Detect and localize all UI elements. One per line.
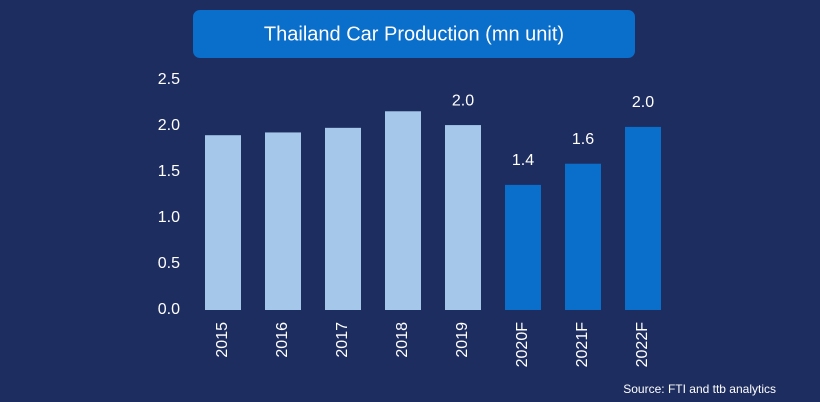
bar (205, 135, 241, 310)
x-tick-label: 2022F (634, 322, 651, 368)
y-tick-label: 2.0 (158, 117, 180, 134)
bar (265, 132, 301, 310)
x-tick-label: 2020F (514, 322, 531, 368)
value-label: 2.0 (452, 92, 474, 109)
x-tick-label: 2021F (574, 322, 591, 368)
title-box (193, 10, 635, 58)
bar (325, 127, 361, 310)
y-tick-label: 1.0 (158, 209, 180, 226)
x-tick-label: 2015 (214, 322, 231, 358)
source-note: Source: FTI and ttb analytics (623, 382, 776, 396)
bar (565, 163, 601, 310)
bar (625, 126, 661, 310)
value-label: 1.4 (512, 152, 534, 169)
bar (385, 111, 421, 310)
x-tick-label: 2018 (394, 322, 411, 358)
y-tick-label: 0.5 (158, 255, 180, 272)
y-tick-label: 0.0 (158, 301, 180, 318)
value-label: 1.6 (572, 131, 594, 148)
x-tick-label: 2019 (454, 322, 471, 358)
y-tick-label: 1.5 (158, 163, 180, 180)
chart-title: Thailand Car Production (mn unit) (264, 23, 564, 45)
y-tick-label: 2.5 (158, 71, 180, 88)
x-tick-label: 2016 (274, 322, 291, 358)
x-tick-label: 2017 (334, 322, 351, 358)
value-label: 2.0 (632, 94, 654, 111)
bar (445, 125, 481, 310)
bar (505, 184, 541, 310)
